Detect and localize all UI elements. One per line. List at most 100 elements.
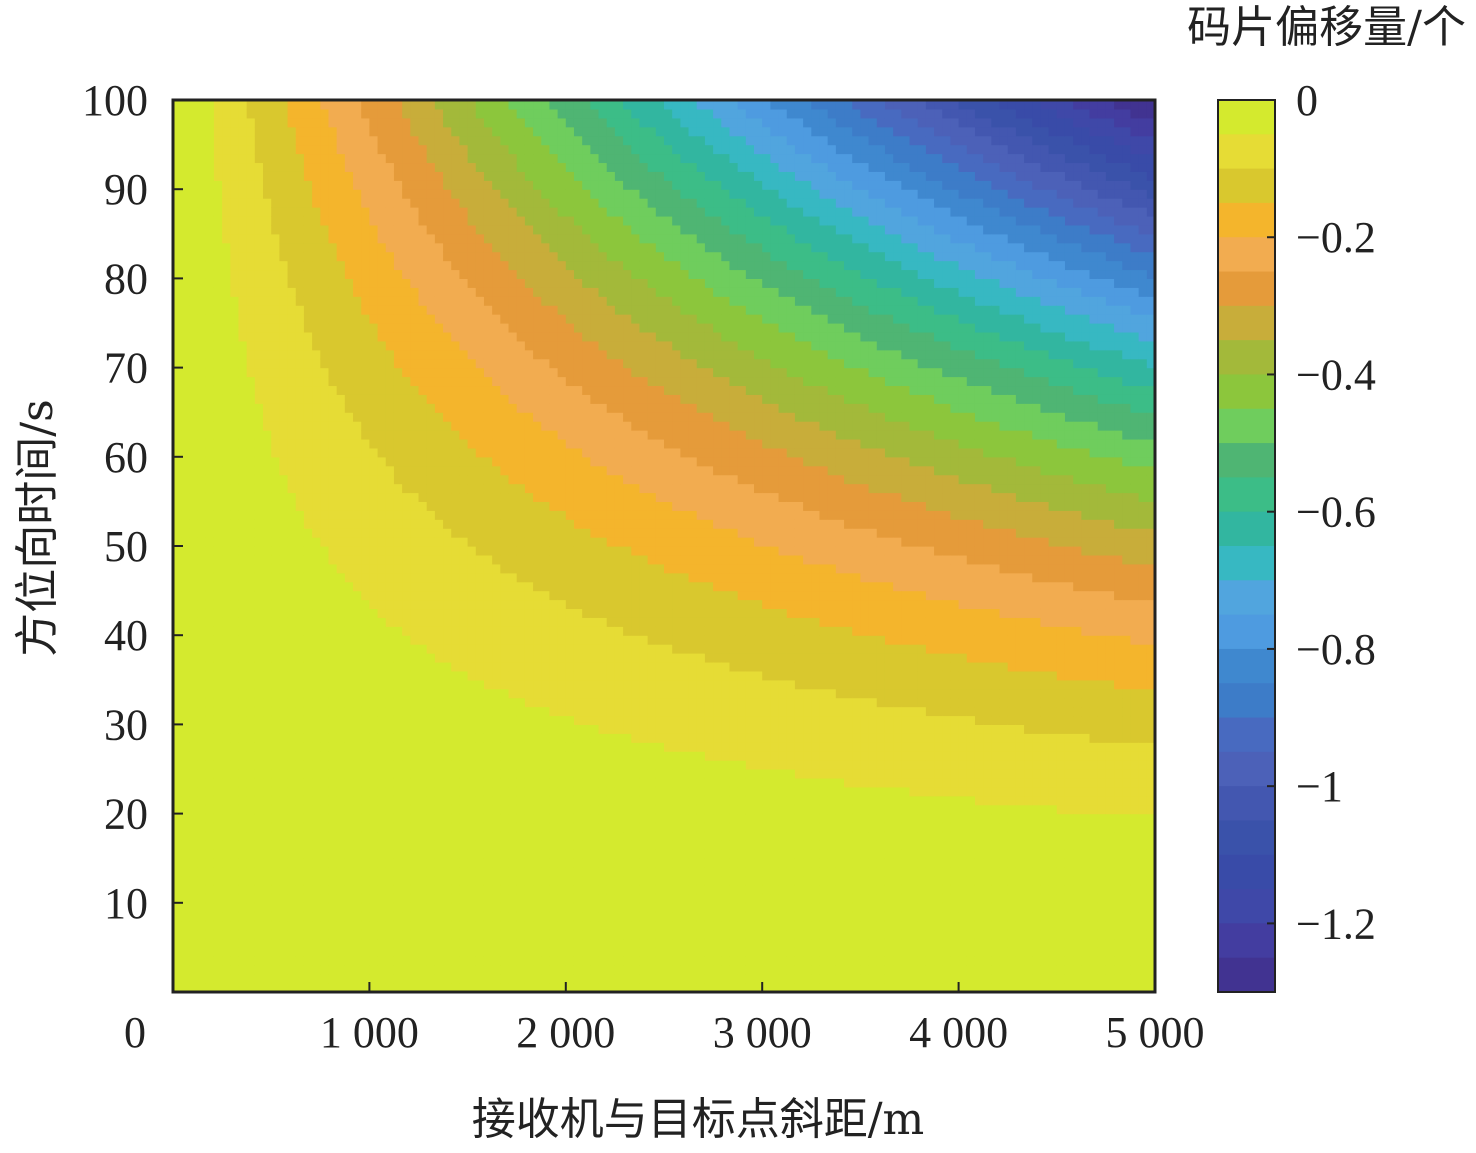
heatmap-cell xyxy=(369,742,379,752)
heatmap-cell xyxy=(295,795,305,806)
heatmap-cell xyxy=(377,902,387,913)
heatmap-cell xyxy=(361,831,370,841)
heatmap-cell xyxy=(189,947,199,957)
heatmap-cell xyxy=(524,349,534,360)
heatmap-cell xyxy=(230,804,240,815)
heatmap-cell xyxy=(279,519,289,529)
heatmap-cell xyxy=(230,135,240,146)
heatmap-cell xyxy=(492,340,501,351)
heatmap-cell xyxy=(238,884,248,895)
heatmap-cell xyxy=(483,546,493,556)
heatmap-cell xyxy=(426,599,436,610)
heatmap-cell xyxy=(492,376,501,387)
heatmap-cell xyxy=(230,581,240,592)
heatmap-cell xyxy=(369,876,379,886)
heatmap-cell xyxy=(483,751,493,761)
heatmap-cell xyxy=(312,679,321,690)
heatmap-cell xyxy=(320,599,330,610)
heatmap-cell xyxy=(459,760,469,770)
heatmap-cell xyxy=(312,456,321,467)
heatmap-cell xyxy=(451,679,461,690)
heatmap-cell xyxy=(492,554,501,565)
heatmap-cell xyxy=(344,260,354,271)
heatmap-cell xyxy=(402,831,411,841)
heatmap-cell xyxy=(377,581,387,592)
heatmap-cell xyxy=(410,884,420,895)
heatmap-cell xyxy=(500,813,510,824)
heatmap-cell xyxy=(459,305,469,315)
heatmap-cell xyxy=(353,920,362,931)
heatmap-cell xyxy=(451,831,461,841)
heatmap-cell xyxy=(483,260,493,271)
heatmap-cell xyxy=(443,956,452,966)
heatmap-cell xyxy=(213,911,223,922)
heatmap-cell xyxy=(418,207,428,217)
heatmap-cell xyxy=(533,100,542,110)
heatmap-cell xyxy=(230,171,240,181)
heatmap-cell xyxy=(393,117,403,128)
heatmap-cell xyxy=(222,661,231,672)
heatmap-cell xyxy=(385,956,395,966)
heatmap-cell xyxy=(173,180,182,190)
heatmap-cell xyxy=(459,171,469,181)
heatmap-cell xyxy=(287,697,297,708)
heatmap-cell xyxy=(500,546,510,556)
heatmap-cell xyxy=(353,831,362,841)
heatmap-cell xyxy=(197,956,207,966)
heatmap-cell xyxy=(475,635,485,645)
heatmap-cell xyxy=(459,679,469,690)
heatmap-cell xyxy=(524,171,534,181)
heatmap-cell xyxy=(426,403,436,413)
heatmap-cell xyxy=(385,242,395,253)
heatmap-cell xyxy=(238,510,248,520)
heatmap-cell xyxy=(238,189,248,199)
heatmap-cell xyxy=(573,340,583,351)
heatmap-cell xyxy=(295,278,305,288)
heatmap-cell xyxy=(173,171,182,181)
heatmap-cell xyxy=(238,653,248,663)
heatmap-cell xyxy=(336,653,346,663)
heatmap-cell xyxy=(230,599,240,610)
heatmap-cell xyxy=(565,108,575,119)
heatmap-cell xyxy=(393,581,403,592)
heatmap-cell xyxy=(197,581,207,592)
heatmap-cell xyxy=(524,385,534,395)
heatmap-cell xyxy=(459,215,469,226)
heatmap-cell xyxy=(246,153,256,164)
heatmap-cell xyxy=(434,340,444,351)
heatmap-cell xyxy=(459,278,469,288)
heatmap-cell xyxy=(312,483,321,494)
heatmap-cell xyxy=(524,679,534,690)
heatmap-cell xyxy=(385,224,395,235)
heatmap-cell xyxy=(459,135,469,146)
heatmap-cell xyxy=(443,117,452,128)
heatmap-cell xyxy=(361,563,370,574)
heatmap-cell xyxy=(426,876,436,886)
heatmap-cell xyxy=(557,287,567,297)
heatmap-cell xyxy=(541,769,551,779)
heatmap-cell xyxy=(467,349,477,360)
heatmap-cell xyxy=(263,706,272,717)
heatmap-cell xyxy=(393,430,403,440)
heatmap-cell xyxy=(443,724,452,734)
heatmap-cell xyxy=(295,760,305,770)
heatmap-cell xyxy=(222,492,231,502)
heatmap-cell xyxy=(533,349,542,360)
heatmap-cell xyxy=(434,795,444,806)
heatmap-cell xyxy=(287,938,297,948)
heatmap-cell xyxy=(524,305,534,315)
heatmap-cell xyxy=(328,563,338,574)
heatmap-cell xyxy=(426,965,436,975)
heatmap-cell xyxy=(320,198,330,208)
heatmap-cell xyxy=(213,902,223,913)
heatmap-cell xyxy=(295,305,305,315)
heatmap-cell xyxy=(263,938,272,948)
heatmap-cell xyxy=(189,572,199,583)
heatmap-cell xyxy=(312,795,321,806)
heatmap-cell xyxy=(516,314,526,324)
heatmap-cell xyxy=(230,644,240,654)
heatmap-cell xyxy=(467,626,477,636)
heatmap-cell xyxy=(361,715,370,725)
heatmap-cell xyxy=(459,224,469,235)
heatmap-cell xyxy=(377,456,387,467)
